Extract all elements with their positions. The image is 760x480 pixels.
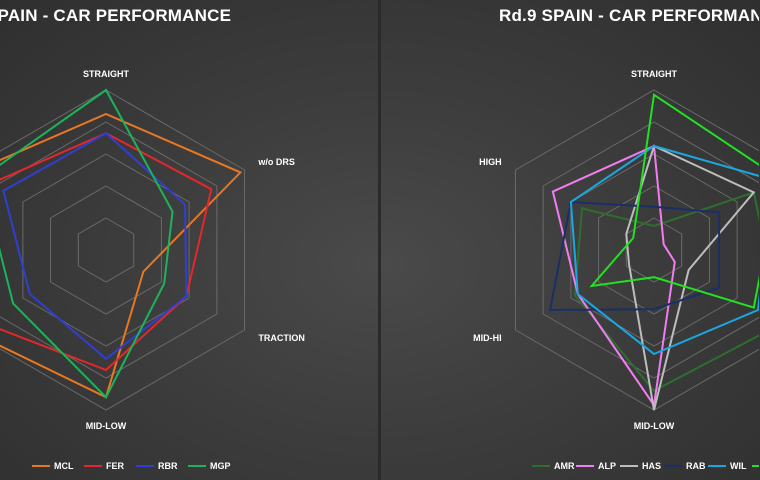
left-axis-label-mid-low: MID-LOW: [86, 421, 127, 431]
left-grid-ring-2: [50, 185, 162, 315]
right-axis-label-mid-low: MID-LOW: [634, 421, 675, 431]
left-grid-ring-3: [22, 153, 190, 347]
right-legend-label-rab: RAB: [686, 461, 706, 471]
right-grid-ring-2: [598, 185, 710, 315]
left-legend-item-fer: FER: [84, 461, 125, 471]
right-legend-item-str: STR: [752, 465, 759, 467]
right-radar-grid: [514, 89, 759, 411]
right-series-wil: [569, 144, 759, 356]
right-legend-label-alp: ALP: [598, 461, 616, 471]
left-legend-label-mcl: MCL: [54, 461, 74, 471]
left-axis-label-traction: TRACTION: [258, 333, 305, 343]
left-legend-item-rbr: RBR: [136, 461, 178, 471]
right-legend-item-amr: AMR: [532, 461, 575, 471]
right-axis-label-high: HIGH: [479, 157, 502, 167]
left-legend-label-rbr: RBR: [158, 461, 178, 471]
left-series-fer: [0, 132, 213, 372]
right-series-has: [625, 144, 756, 411]
right-legend-item-alp: ALP: [576, 461, 616, 471]
right-legend-item-has: HAS: [620, 461, 661, 471]
left-axis-label-straight: STRAIGHT: [83, 69, 130, 79]
right-legend-item-wil: WIL: [708, 461, 747, 471]
right-axis-label-mid-hi: MID-HI: [473, 333, 502, 343]
right-legend-label-wil: WIL: [730, 461, 747, 471]
left-legend-item-mcl: MCL: [32, 461, 74, 471]
right-chart-panel: Rd.9 SPAIN - CAR PERFORMANCE STRAIGHTw/o…: [381, 0, 759, 480]
left-axis-label-w-o-drs: w/o DRS: [257, 157, 295, 167]
right-grid-ring-5: [514, 89, 759, 411]
right-axis-label-straight: STRAIGHT: [631, 69, 678, 79]
left-chart-title: SPAIN - CAR PERFORMANCE: [0, 6, 232, 25]
left-grid-ring-1: [77, 217, 135, 283]
left-radar-grid: [0, 89, 246, 411]
right-legend-label-has: HAS: [642, 461, 661, 471]
left-series-rbr: [2, 131, 188, 361]
left-grid-ring-5: [0, 89, 246, 411]
right-grid-ring-3: [570, 153, 738, 347]
right-chart-title: Rd.9 SPAIN - CAR PERFORMANCE: [499, 6, 759, 25]
left-legend-item-mgp: MGP: [188, 461, 231, 471]
left-legend-label-fer: FER: [106, 461, 125, 471]
right-series-str: [589, 93, 759, 309]
left-series-mcl: [0, 112, 243, 399]
panel-divider: [378, 0, 381, 480]
left-series-mgp: [0, 88, 174, 399]
right-legend-label-amr: AMR: [554, 461, 575, 471]
right-legend-item-rab: RAB: [664, 461, 706, 471]
left-legend-label-mgp: MGP: [210, 461, 231, 471]
right-grid-ring-4: [542, 121, 759, 379]
left-chart-panel: SPAIN - CAR PERFORMANCE STRAIGHT w/o DRS T…: [0, 0, 378, 480]
left-grid-ring-4: [0, 121, 218, 379]
